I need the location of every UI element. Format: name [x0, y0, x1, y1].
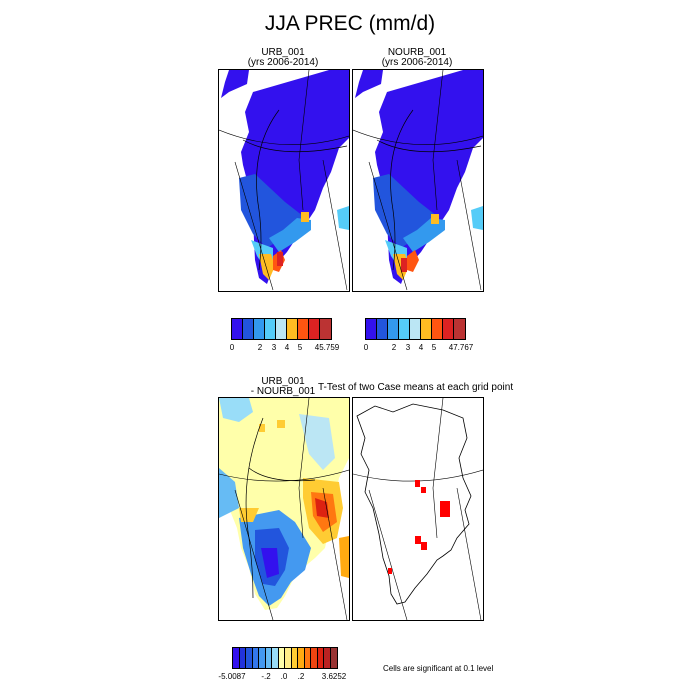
diff-colorbar-swatch-12: [311, 648, 318, 668]
urb-colorbar-swatch-0: [232, 319, 243, 339]
nourb-colorbar-swatch-2: [388, 319, 399, 339]
diff-colorbar-swatch-15: [330, 648, 337, 668]
nourb-colorbar-swatch-6: [432, 319, 443, 339]
nourb-colorbar-label-2: 3: [405, 343, 411, 352]
nourb-colorbar-label-1: 2: [391, 343, 397, 352]
diff-colorbar-swatch-1: [239, 648, 246, 668]
urb-title-text: URB_001: [261, 47, 305, 58]
nourb-colorbar-label-3: 4: [418, 343, 424, 352]
urb-colorbar-label-4: 5: [297, 343, 303, 352]
diff-colorbar-swatch-10: [298, 648, 305, 668]
urb-colorbar-label-1: 2: [257, 343, 263, 352]
nourb-colorbar-swatch-8: [454, 319, 465, 339]
urb-panel-title: URB_001 (yrs 2006-2014): [218, 48, 348, 68]
ttest-map-panel: [352, 397, 484, 621]
nourb-colorbar-swatches: [365, 318, 466, 340]
significance-note: Cells are significant at 0.1 level: [383, 664, 494, 673]
urb-years-text: (yrs 2006-2014): [247, 57, 319, 68]
nourb-title-text: NOURB_001: [387, 47, 447, 58]
diff-colorbar-label-1: -.2: [261, 672, 271, 681]
urb-colorbar-label-3: 4: [284, 343, 290, 352]
urb-colorbar-label-5: 45.759: [314, 343, 340, 352]
diff-colorbar-swatch-3: [252, 648, 259, 668]
nourb-colorbar-label-4: 5: [431, 343, 437, 352]
diff-colorbar-swatch-14: [324, 648, 331, 668]
urb-colorbar-swatch-6: [298, 319, 309, 339]
urb-colorbar-swatch-3: [265, 319, 276, 339]
nourb-years-text: (yrs 2006-2014): [381, 57, 453, 68]
diff-colorbar-swatch-0: [233, 648, 240, 668]
diff-colorbar-swatch-8: [285, 648, 292, 668]
diff-subtitle-text: - NOURB_001: [250, 386, 316, 397]
urb-colorbar-swatch-5: [287, 319, 298, 339]
urb-colorbar-swatches: [231, 318, 332, 340]
urb-colorbar: [231, 318, 332, 340]
urb-map-panel: [218, 69, 350, 292]
urb-colorbar-label-2: 3: [271, 343, 277, 352]
nourb-colorbar-swatch-7: [443, 319, 454, 339]
diff-colorbar-label-0: -5.0087: [218, 672, 246, 681]
urb-colorbar-swatch-8: [320, 319, 331, 339]
diff-map-panel: [218, 397, 350, 621]
nourb-colorbar-swatch-0: [366, 319, 377, 339]
diff-colorbar-swatch-11: [304, 648, 311, 668]
nourb-colorbar: [365, 318, 466, 340]
diff-colorbar-swatch-13: [317, 648, 324, 668]
ttest-map: [353, 398, 483, 620]
diff-colorbar-swatch-5: [265, 648, 272, 668]
urb-colorbar-swatch-1: [243, 319, 254, 339]
diff-colorbar-label-3: .2: [297, 672, 305, 681]
diff-panel-title: URB_001 - NOURB_001: [218, 377, 348, 397]
diff-colorbar-swatch-2: [246, 648, 253, 668]
urb-colorbar-label-0: 0: [229, 343, 235, 352]
diff-colorbar-swatches: [232, 647, 338, 669]
urb-colorbar-swatch-4: [276, 319, 287, 339]
diff-map: [219, 398, 349, 620]
diff-colorbar-swatch-9: [291, 648, 298, 668]
diff-colorbar: [232, 647, 338, 669]
diff-colorbar-label-2: .0: [280, 672, 288, 681]
urb-colorbar-swatch-7: [309, 319, 320, 339]
urb-colorbar-swatch-2: [254, 319, 265, 339]
nourb-map: [353, 70, 483, 291]
diff-colorbar-swatch-6: [272, 648, 279, 668]
nourb-colorbar-label-5: 47.767: [448, 343, 474, 352]
nourb-panel-title: NOURB_001 (yrs 2006-2014): [352, 48, 482, 68]
nourb-colorbar-swatch-5: [421, 319, 432, 339]
nourb-colorbar-label-0: 0: [363, 343, 369, 352]
nourb-map-panel: [352, 69, 484, 292]
ttest-panel-title: T-Test of two Case means at each grid po…: [318, 382, 514, 393]
nourb-colorbar-swatch-3: [399, 319, 410, 339]
urb-map: [219, 70, 349, 291]
diff-colorbar-swatch-4: [259, 648, 266, 668]
nourb-colorbar-swatch-1: [377, 319, 388, 339]
page-title: JJA PREC (mm/d): [264, 12, 436, 35]
diff-colorbar-label-4: 3.6252: [321, 672, 347, 681]
nourb-colorbar-swatch-4: [410, 319, 421, 339]
diff-colorbar-swatch-7: [278, 648, 285, 668]
diff-title-text: URB_001: [261, 376, 305, 387]
